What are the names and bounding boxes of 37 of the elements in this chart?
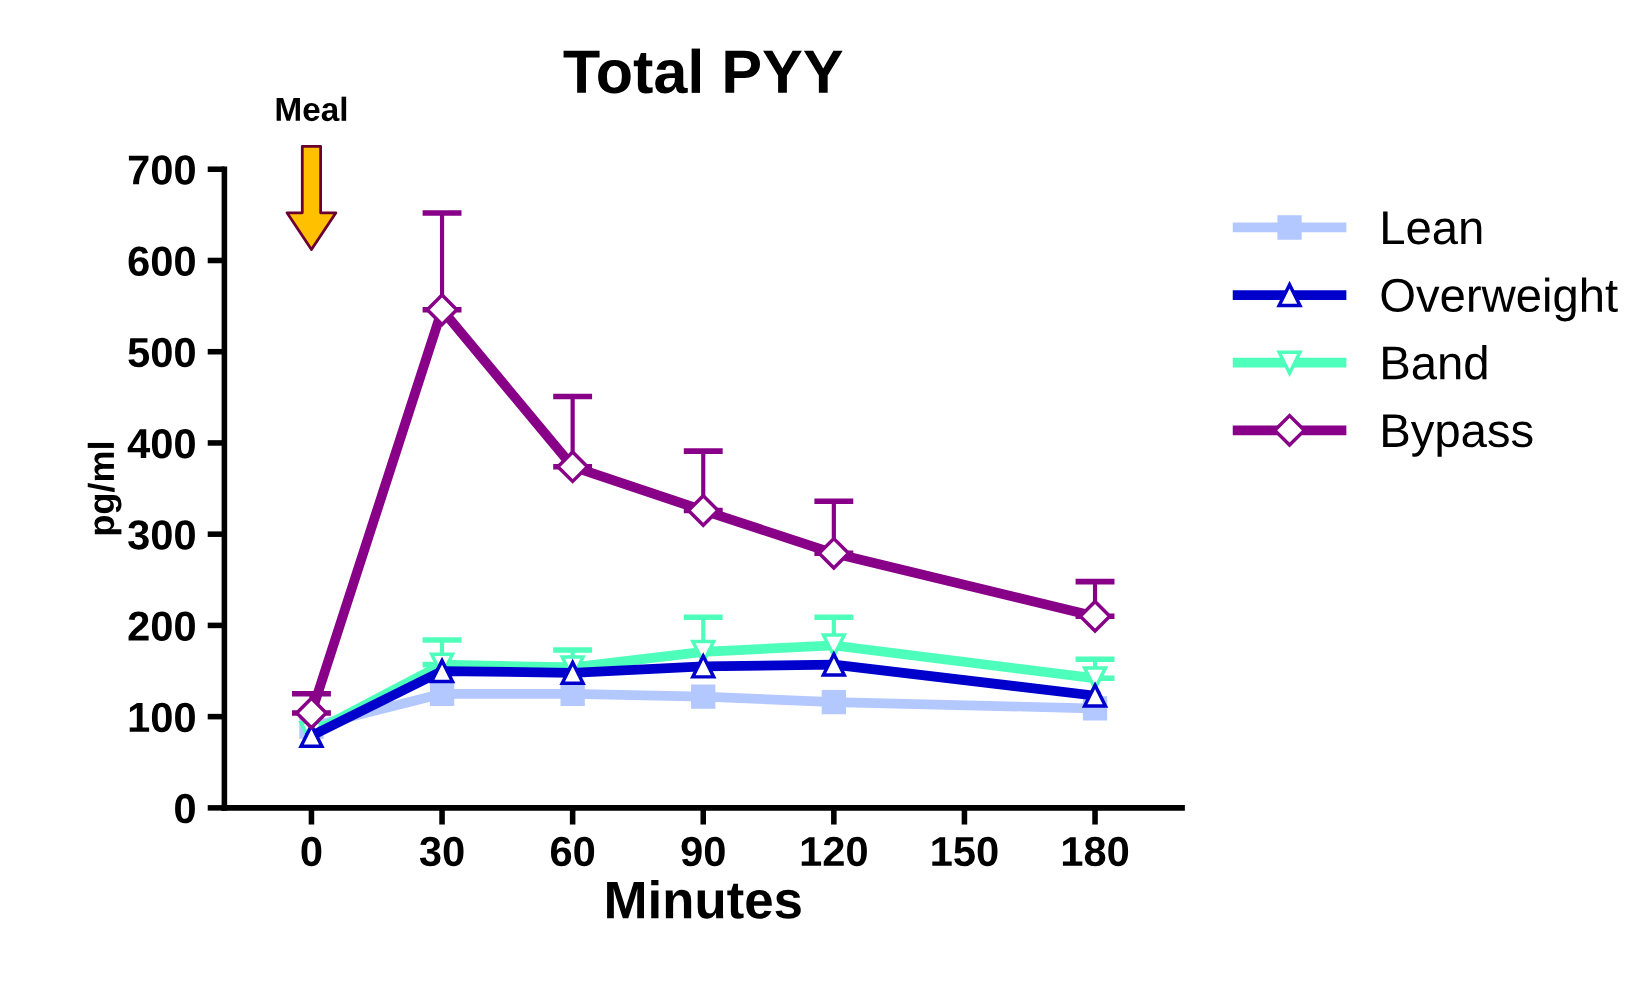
point	[294, 696, 328, 730]
y-tick-label: 200	[128, 611, 195, 641]
point	[686, 493, 720, 527]
point	[429, 681, 455, 706]
x-tick-label: 120	[801, 836, 867, 867]
point	[560, 681, 585, 706]
y-tick-label: 700	[128, 155, 195, 185]
point	[1082, 683, 1108, 708]
point	[821, 689, 846, 715]
y-tick-label: 500	[128, 337, 195, 368]
point	[556, 450, 590, 484]
legend-label: Band	[1383, 345, 1487, 380]
y-tick-label: 600	[128, 246, 195, 276]
legend-label: Bypass	[1383, 414, 1533, 457]
text: Meal	[276, 96, 347, 122]
x-tick-label: 0	[301, 836, 322, 867]
legend-label: Lean	[1383, 211, 1482, 245]
y-tick-label: 400	[127, 428, 195, 459]
x-tick-label: 150	[932, 836, 998, 867]
x-tick-label: 90	[681, 836, 725, 867]
x-axis-title: Minutes	[607, 880, 801, 919]
point	[817, 536, 851, 570]
point	[821, 652, 846, 677]
x-tick-label: 180	[1062, 836, 1129, 867]
y-tick-label: 100	[129, 702, 195, 733]
chart-title: Total PYY	[563, 48, 843, 94]
point	[821, 633, 846, 658]
y-tick-label: 300	[128, 520, 195, 550]
x-tick-label: 60	[551, 836, 595, 867]
x-tick-label: 30	[419, 836, 464, 867]
legend-label: Overweight	[1381, 277, 1618, 322]
point	[691, 684, 716, 709]
point	[1078, 599, 1112, 633]
point	[691, 654, 716, 679]
point	[425, 293, 459, 327]
y-tick-label: 0	[175, 793, 195, 824]
y-axis-title: pg/ml	[87, 442, 122, 535]
